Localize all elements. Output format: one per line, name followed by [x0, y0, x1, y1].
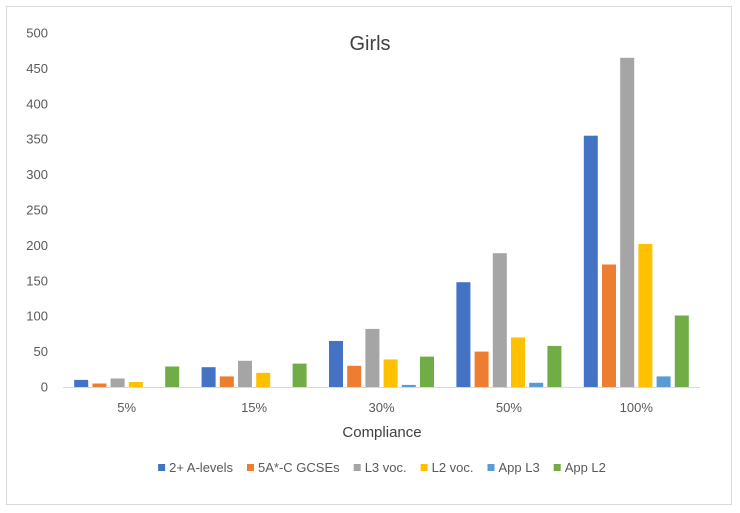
bar — [365, 328, 380, 387]
bar — [674, 315, 689, 387]
y-tick-label: 150 — [26, 273, 48, 288]
y-axis-ticks: 0 50 100 150 200 250 300 350 400 450 500 — [26, 26, 48, 395]
bar — [456, 282, 471, 387]
legend: 2+ A-levels 5A*-C GCSEs L3 voc. L2 voc. App … — [158, 460, 606, 475]
legend-label: 2+ A-levels — [169, 460, 233, 475]
bar — [420, 356, 434, 387]
bar — [347, 365, 362, 387]
bar — [620, 57, 635, 388]
x-tick-label: 30% — [368, 400, 394, 415]
legend-label: App L2 — [565, 460, 606, 475]
bar — [329, 341, 343, 387]
bar — [602, 264, 616, 387]
legend-label: 5A*-C GCSEs — [258, 460, 340, 475]
legend-swatch — [420, 464, 428, 471]
y-tick-label: 350 — [26, 132, 48, 147]
bar — [292, 363, 307, 387]
legend-label: L2 voc. — [432, 460, 474, 475]
bar — [547, 345, 562, 387]
legend-label: L3 voc. — [365, 460, 407, 475]
x-axis-ticks: 5% 15% 30% 50% 100% — [117, 400, 653, 415]
bar — [256, 372, 271, 387]
bar — [383, 359, 398, 387]
x-axis-title: Compliance — [342, 424, 421, 441]
bar — [92, 383, 107, 387]
bar — [511, 337, 525, 387]
x-tick-label: 15% — [241, 400, 267, 415]
bar — [110, 378, 125, 387]
chart-frame — [6, 6, 732, 505]
bar — [128, 382, 143, 387]
bar — [74, 379, 89, 387]
bars — [74, 57, 689, 388]
x-tick-label: 50% — [496, 400, 522, 415]
legend-swatch — [158, 464, 166, 471]
bar — [401, 384, 416, 387]
y-tick-label: 500 — [26, 26, 48, 41]
legend-swatch — [353, 464, 361, 471]
legend-swatch — [553, 464, 561, 471]
x-tick-label: 5% — [117, 400, 136, 415]
y-tick-label: 50 — [34, 344, 48, 359]
bar — [492, 253, 507, 387]
legend-swatch — [247, 464, 254, 471]
bar — [165, 366, 180, 387]
bar — [529, 382, 544, 387]
bar — [219, 376, 234, 387]
bar — [638, 244, 653, 387]
y-tick-label: 250 — [26, 203, 48, 218]
chart-title: Girls — [349, 33, 390, 55]
y-tick-label: 200 — [26, 238, 48, 253]
y-tick-label: 400 — [26, 96, 48, 111]
legend-label: App L3 — [499, 460, 540, 475]
bar — [474, 351, 489, 387]
y-tick-label: 0 — [41, 380, 48, 395]
bar — [201, 367, 216, 387]
bar — [238, 360, 252, 387]
legend-swatch — [487, 464, 495, 471]
y-tick-label: 450 — [26, 61, 48, 76]
y-tick-label: 100 — [26, 309, 48, 324]
x-tick-label: 100% — [620, 400, 654, 415]
bar — [583, 135, 598, 387]
y-tick-label: 300 — [26, 167, 48, 182]
bar — [656, 376, 671, 387]
